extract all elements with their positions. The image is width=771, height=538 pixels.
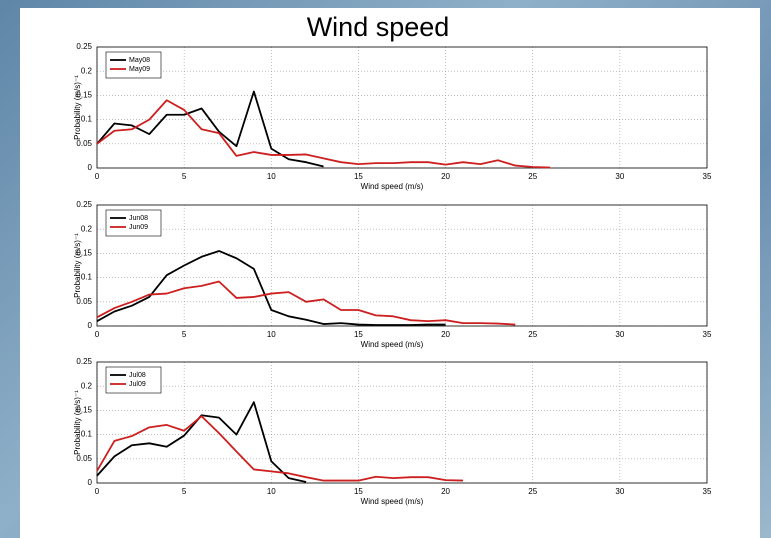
legend-label: Jun08 <box>129 215 148 222</box>
legend-label: Jun09 <box>129 224 148 231</box>
plot-area <box>97 47 707 168</box>
y-tick-label: 0.2 <box>81 66 93 75</box>
y-tick-label: 0.05 <box>76 297 92 306</box>
y-tick-label: 0.1 <box>81 273 93 282</box>
y-tick-label: 0.05 <box>76 139 92 148</box>
y-tick-label: 0 <box>88 163 93 172</box>
x-tick-label: 15 <box>354 330 363 339</box>
legend-box <box>105 366 162 394</box>
x-tick-label: 5 <box>182 330 187 339</box>
x-axis-label: Wind speed (m/s) <box>361 497 424 506</box>
y-tick-label: 0.1 <box>81 115 93 124</box>
x-tick-label: 25 <box>528 487 537 496</box>
data-line <box>96 401 307 483</box>
plot-area <box>97 205 707 326</box>
data-line <box>96 415 464 482</box>
y-tick-label: 0.25 <box>76 357 92 366</box>
plot-area <box>97 362 707 483</box>
data-line <box>96 99 551 169</box>
slide-title: Wind speed <box>307 12 450 42</box>
y-tick-label: 0.1 <box>81 430 93 439</box>
axes-frame <box>96 361 708 484</box>
y-axis-label: Probability (m/s)⁻¹ <box>73 233 82 298</box>
x-tick-label: 15 <box>354 172 363 181</box>
x-axis-label: Wind speed (m/s) <box>361 182 424 191</box>
axes-frame <box>96 204 708 327</box>
y-tick-label: 0.15 <box>76 406 92 415</box>
x-tick-label: 30 <box>615 172 624 181</box>
x-tick-label: 10 <box>267 330 276 339</box>
x-tick-label: 30 <box>615 487 624 496</box>
y-axis-label: Probability (m/s)⁻¹ <box>73 390 82 455</box>
x-axis-label: Wind speed (m/s) <box>361 340 424 349</box>
y-tick-label: 0.25 <box>76 42 92 51</box>
y-tick-label: 0 <box>88 321 93 330</box>
y-tick-label: 0.2 <box>81 224 93 233</box>
x-tick-label: 20 <box>441 487 450 496</box>
x-tick-label: 20 <box>441 330 450 339</box>
y-tick-label: 0.25 <box>76 200 92 209</box>
y-tick-label: 0.15 <box>76 249 92 258</box>
axes-frame <box>96 46 708 169</box>
x-tick-label: 5 <box>182 487 187 496</box>
y-tick-label: 0.2 <box>81 381 93 390</box>
x-tick-label: 25 <box>528 172 537 181</box>
x-tick-label: 30 <box>615 330 624 339</box>
x-tick-label: 15 <box>354 487 363 496</box>
y-axis-label: Probability (m/s)⁻¹ <box>73 75 82 140</box>
x-tick-label: 35 <box>703 172 712 181</box>
y-tick-label: 0 <box>88 478 93 487</box>
legend-label: May08 <box>129 57 150 64</box>
data-line <box>96 250 446 326</box>
legend-box <box>105 51 162 79</box>
legend-label: Jul08 <box>129 372 146 379</box>
x-tick-label: 25 <box>528 330 537 339</box>
x-tick-label: 5 <box>182 172 187 181</box>
legend-label: Jul09 <box>129 381 146 388</box>
x-tick-label: 0 <box>95 172 100 181</box>
x-tick-label: 10 <box>267 487 276 496</box>
legend-box <box>105 209 162 237</box>
x-tick-label: 10 <box>267 172 276 181</box>
x-tick-label: 0 <box>95 330 100 339</box>
x-tick-label: 35 <box>703 330 712 339</box>
legend-label: May09 <box>129 66 150 73</box>
data-line <box>96 280 516 326</box>
x-tick-label: 0 <box>95 487 100 496</box>
y-tick-label: 0.15 <box>76 91 92 100</box>
y-tick-label: 0.05 <box>76 454 92 463</box>
x-tick-label: 35 <box>703 487 712 496</box>
x-tick-label: 20 <box>441 172 450 181</box>
